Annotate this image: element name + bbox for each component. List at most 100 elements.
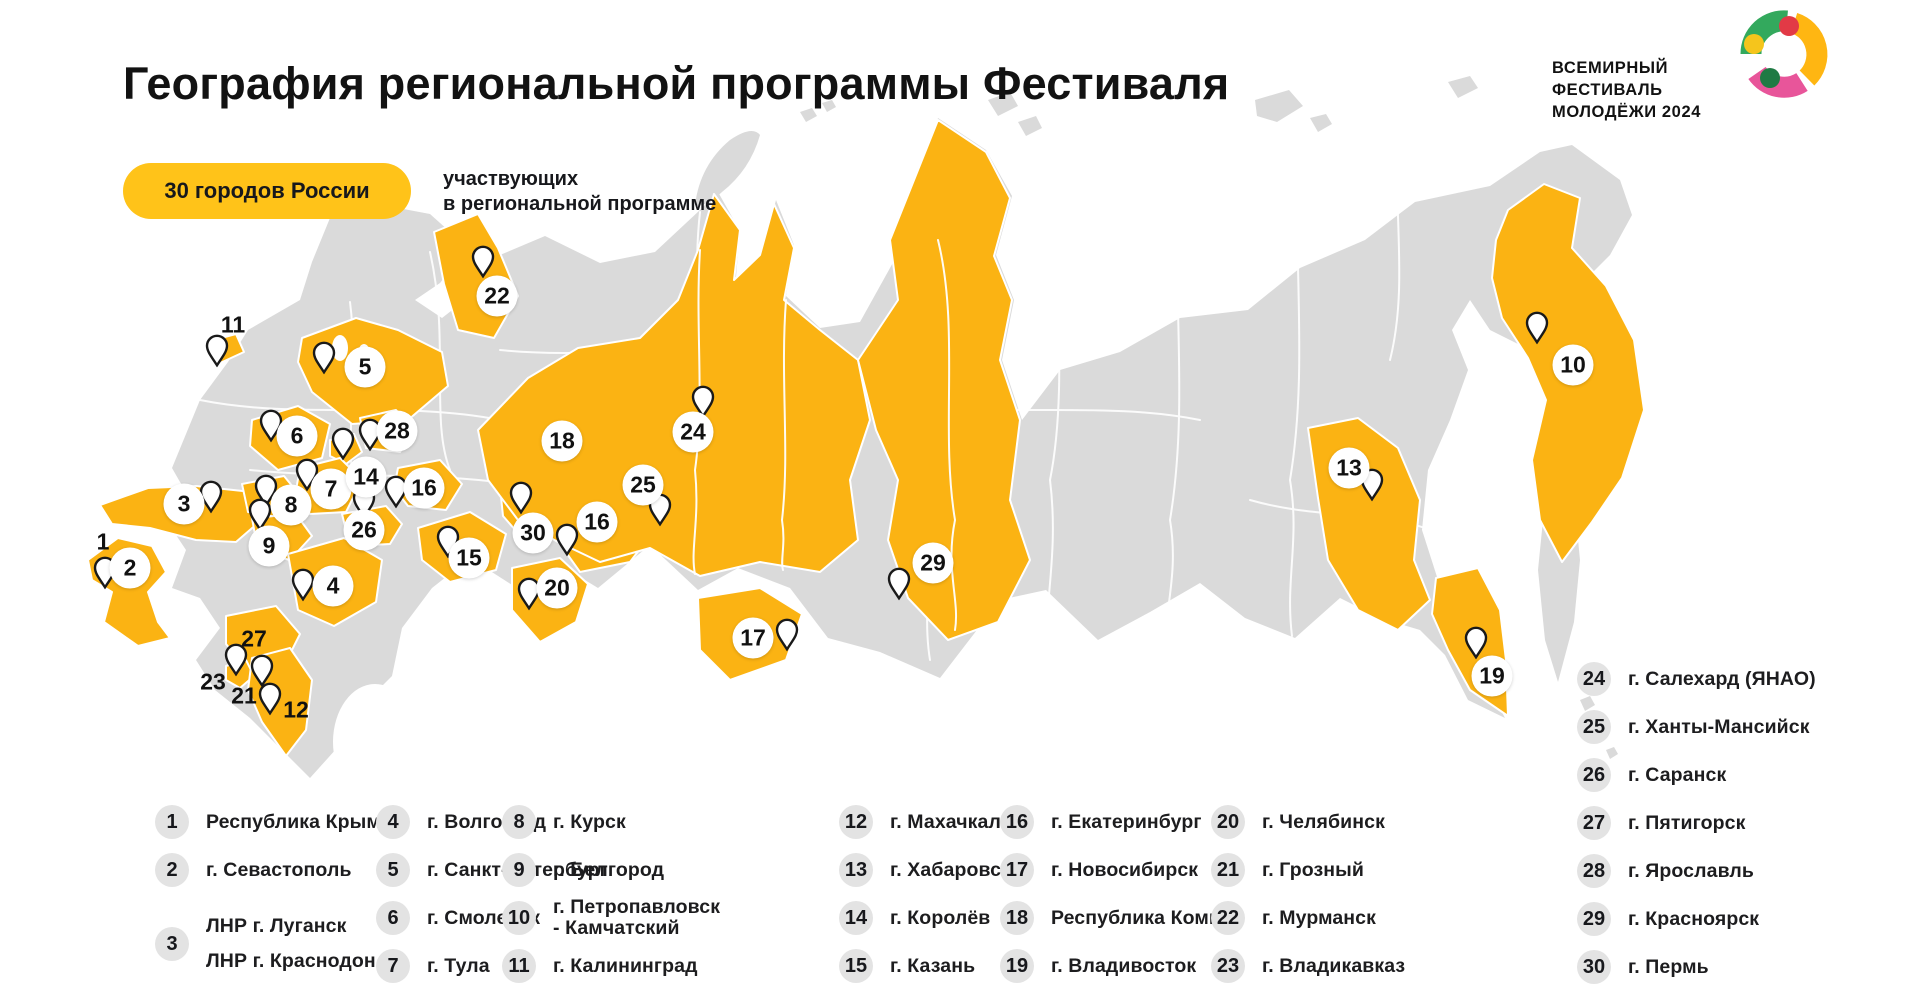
legend-item-24: 24 г. Салехард (ЯНАО) xyxy=(1577,655,1816,703)
legend-num-19: 19 xyxy=(1000,949,1034,983)
legend-num-15: 15 xyxy=(839,949,873,983)
legend-item-12: 12 г. Махачкала xyxy=(839,798,1012,846)
map-pin-21 xyxy=(249,653,275,688)
map-marker-6: 6 xyxy=(276,415,318,457)
map-marker-16: 16 xyxy=(403,467,445,509)
map-marker-19: 19 xyxy=(1471,655,1513,697)
legend-num-26: 26 xyxy=(1577,758,1611,792)
map-marker-10: 10 xyxy=(1552,344,1594,386)
map-marker-15: 15 xyxy=(448,537,490,579)
legend-label-17: г. Новосибирск xyxy=(1051,858,1199,881)
legend-num-27: 27 xyxy=(1577,806,1611,840)
legend-label-16: г. Екатеринбург xyxy=(1051,810,1202,833)
legend-item-28: 28 г. Ярославль xyxy=(1577,847,1816,895)
legend-num-13: 13 xyxy=(839,853,873,887)
legend-label-18: Республика Коми xyxy=(1051,906,1222,929)
legend-label-29: г. Красноярск xyxy=(1628,907,1760,930)
caption-line1: участвующих xyxy=(443,168,579,190)
festival-logo-text: ВСЕМИРНЫЙ ФЕСТИВАЛЬ МОЛОДЁЖИ 2024 xyxy=(1552,57,1767,123)
legend-label-26: г. Саранск xyxy=(1628,763,1727,786)
legend-item-25: 25 г. Ханты-Мансийск xyxy=(1577,703,1816,751)
legend-label-21: г. Грозный xyxy=(1262,858,1364,881)
legend-label-13: г. Хабаровск xyxy=(890,858,1011,881)
legend-item-19: 19 г. Владивосток xyxy=(1000,942,1221,990)
map-marker-17: 17 xyxy=(732,617,774,659)
legend-label-3: ЛНР г. Луганск ЛНР г. Краснодон xyxy=(206,915,376,972)
map-pin-4 xyxy=(290,567,316,602)
map-marker-3: 3 xyxy=(163,483,205,525)
legend-label-8: г. Курск xyxy=(553,810,626,833)
map-marker-1: 1 xyxy=(96,528,110,555)
legend-num-5: 5 xyxy=(376,853,410,887)
map-marker-11: 11 xyxy=(220,311,246,338)
legend-num-4: 4 xyxy=(376,805,410,839)
map-marker-26: 26 xyxy=(343,509,385,551)
legend-item-23: 23 г. Владикавказ xyxy=(1211,942,1405,990)
map-pin-24 xyxy=(690,384,716,419)
legend-num-14: 14 xyxy=(839,901,873,935)
map-marker-22: 22 xyxy=(476,275,518,317)
map-marker-20: 20 xyxy=(536,567,578,609)
legend-item-22: 22 г. Мурманск xyxy=(1211,894,1405,942)
legend-item-27: 27 г. Пятигорск xyxy=(1577,799,1816,847)
legend-num-12: 12 xyxy=(839,805,873,839)
caption-line2: в региональной программе xyxy=(443,193,717,215)
map-marker-5: 5 xyxy=(344,346,386,388)
map-pin-30 xyxy=(508,480,534,515)
map-marker-30: 30 xyxy=(512,512,554,554)
map-marker-21: 21 xyxy=(231,682,257,709)
map-pin-17 xyxy=(774,617,800,652)
map-pin-23 xyxy=(223,642,249,677)
map-marker-2: 2 xyxy=(109,547,151,589)
festival-logo-line1: ВСЕМИРНЫЙ ФЕСТИВАЛЬ xyxy=(1552,59,1669,99)
legend-item-15: 15 г. Казань xyxy=(839,942,1012,990)
legend-item-17: 17 г. Новосибирск xyxy=(1000,846,1221,894)
legend-column-7: 24 г. Салехард (ЯНАО) 25 г. Ханты-Мансийск 2… xyxy=(1577,655,1816,991)
legend-column-4: 12 г. Махачкала 13 г. Хабаровск 14 г. Королёв… xyxy=(839,798,1012,990)
map-pin-22 xyxy=(470,244,496,279)
legend-num-16: 16 xyxy=(1000,805,1034,839)
map-pin-5 xyxy=(311,340,337,375)
legend-label-20: г. Челябинск xyxy=(1262,810,1385,833)
legend-num-30: 30 xyxy=(1577,950,1611,984)
map-marker-12: 12 xyxy=(283,696,309,723)
legend-item-3: 3 ЛНР г. Луганск ЛНР г. Краснодон xyxy=(155,915,381,972)
legend-num-20: 20 xyxy=(1211,805,1245,839)
cities-count-pill: 30 городов России xyxy=(123,163,411,219)
map-marker-23: 23 xyxy=(200,668,226,695)
map-pin-9 xyxy=(247,497,273,532)
cities-count-caption: участвующих в региональной программе xyxy=(443,167,716,217)
festival-logo-icon xyxy=(1740,10,1828,98)
legend-num-24: 24 xyxy=(1577,662,1611,696)
map-pin-29 xyxy=(886,566,912,601)
legend-num-18: 18 xyxy=(1000,901,1034,935)
legend-num-29: 29 xyxy=(1577,902,1611,936)
legend-item-14: 14 г. Королёв xyxy=(839,894,1012,942)
legend-label-28: г. Ярославль xyxy=(1628,859,1754,882)
map-marker-7: 7 xyxy=(310,468,352,510)
map-marker-25: 25 xyxy=(622,464,664,506)
legend-num-21: 21 xyxy=(1211,853,1245,887)
legend-item-13: 13 г. Хабаровск xyxy=(839,846,1012,894)
map-marker-9: 9 xyxy=(248,525,290,567)
map-pin-10 xyxy=(1524,310,1550,345)
legend-item-20: 20 г. Челябинск xyxy=(1211,798,1405,846)
legend-num-8: 8 xyxy=(502,805,536,839)
page-title: География региональной программы Фестива… xyxy=(123,58,1230,109)
map-marker-8: 8 xyxy=(270,484,312,526)
legend-num-7: 7 xyxy=(376,949,410,983)
map-marker-18: 18 xyxy=(541,420,583,462)
legend-label-25: г. Ханты-Мансийск xyxy=(1628,715,1810,738)
legend-item-1: 1 Республика Крым xyxy=(155,798,381,846)
legend-num-3: 3 xyxy=(155,927,189,961)
map-marker-16: 16 xyxy=(576,501,618,543)
legend-label-2: г. Севастополь xyxy=(206,858,352,881)
legend-column-6: 20 г. Челябинск 21 г. Грозный 22 г. Мурманск 2… xyxy=(1211,798,1405,990)
legend-num-25: 25 xyxy=(1577,710,1611,744)
legend-item-2: 2 г. Севастополь xyxy=(155,846,381,894)
legend-label-22: г. Мурманск xyxy=(1262,906,1376,929)
legend-num-11: 11 xyxy=(502,949,536,983)
map-pin-11 xyxy=(204,333,230,368)
